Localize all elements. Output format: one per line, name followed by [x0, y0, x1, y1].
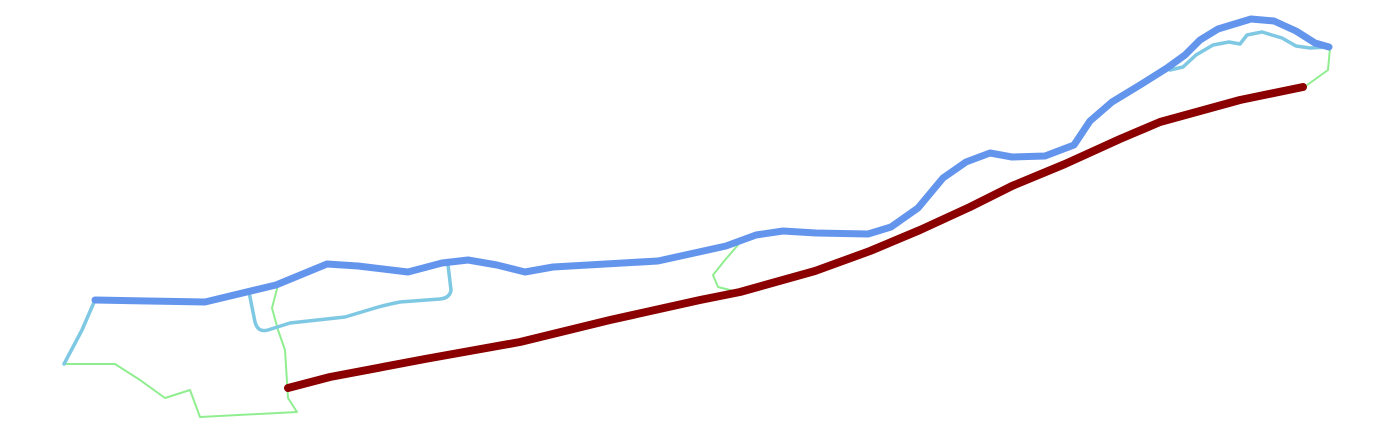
road[interactable]	[284, 83, 1307, 392]
minor-paths-layer	[63, 47, 1331, 418]
secondary-trail-west-spur[interactable]	[62, 298, 97, 366]
secondary-trail-inner-loop[interactable]	[247, 263, 453, 333]
main-riverside-route[interactable]	[91, 15, 1333, 306]
secondary-trail-east-bend[interactable]	[1168, 30, 1331, 72]
minor-path-connector-middle[interactable]	[712, 244, 739, 293]
secondary-paths-layer	[62, 30, 1331, 366]
minor-path-east-end[interactable]	[1302, 47, 1331, 89]
